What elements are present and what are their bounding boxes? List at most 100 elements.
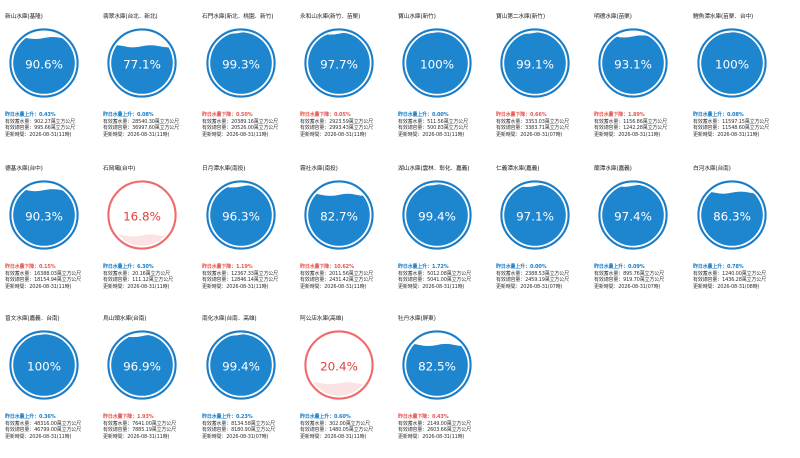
water-fill — [308, 382, 370, 396]
update-time: 更新時間：2026-08-31(08時) — [693, 283, 760, 290]
reservoir-name: 白河水庫(台南) — [693, 166, 731, 172]
percent-label: 82.5% — [418, 360, 456, 374]
reservoir-name: 明德水庫(苗栗) — [594, 14, 632, 20]
reservoir-info: 昨日水量上升：0.23% 有效蓄水量：8134.58萬立方公尺 有效總容量：8180… — [202, 414, 275, 440]
percent-label: 86.3% — [713, 210, 751, 224]
percent-label: 99.4% — [222, 360, 260, 374]
reservoir-name: 石門水庫(新北．桃園．新竹) — [202, 14, 274, 20]
effective-capacity: 有效總容量：46799.00萬立方公尺 — [5, 427, 82, 434]
percent-label: 99.1% — [516, 58, 554, 72]
effective-storage: 有效蓄水量：1240.00萬立方公尺 — [693, 270, 766, 277]
water-fill — [111, 335, 173, 396]
reservoir-card: 永和山水庫(新竹．苗栗) 97.7% 昨日水量下降：0.05% 有效蓄水量：2923.… — [295, 0, 393, 148]
water-fill — [111, 45, 173, 94]
effective-storage: 有效蓄水量：16388.03萬立方公尺 — [5, 270, 82, 277]
update-time: 更新時間：2026-08-31(11時) — [398, 283, 465, 290]
reservoir-card: 仁義潭水庫(嘉義) 97.1% 昨日水量上升：0.00% 有效蓄水量：2388.53萬… — [491, 152, 589, 300]
reservoir-info: 昨日水量下降：1.93% 有效蓄水量：7641.00萬立方公尺 有效總容量：7885… — [103, 414, 176, 440]
daily-change: 昨日水量上升：6.30% — [103, 264, 154, 270]
water-fill — [13, 36, 75, 94]
effective-capacity: 有效總容量：3383.71萬立方公尺 — [496, 125, 569, 132]
effective-storage: 有效蓄水量：28540.30萬立方公尺 — [103, 118, 180, 125]
reservoir-info: 昨日水量下降：0.43% 有效蓄水量：2149.00萬立方公尺 有效總容量：2603… — [398, 414, 471, 440]
effective-capacity: 有效總容量：111.12萬立方公尺 — [103, 277, 173, 284]
update-time: 更新時間：2026-08-31(11時) — [693, 131, 760, 138]
water-fill — [504, 184, 566, 246]
water-level-gauge: 100% — [402, 28, 472, 98]
reservoir-card: 翡翠水庫(台北．新北) 77.1% 昨日水量上升：0.08% 有效蓄水量：28540.… — [98, 0, 196, 148]
reservoir-info: 昨日水量下降：1.19% 有效蓄水量：12367.33萬立方公尺 有效總容量：128… — [202, 264, 278, 290]
effective-storage: 有效蓄水量：1156.86萬立方公尺 — [594, 118, 667, 125]
reservoir-card: 石岡壩(台中) 16.8% 昨日水量上升：6.30% 有效蓄水量：20.16萬立方公尺… — [98, 152, 196, 300]
effective-capacity: 有效總容量：500.83萬立方公尺 — [398, 125, 468, 132]
reservoir-name: 永和山水庫(新竹．苗栗) — [300, 14, 361, 20]
water-fill — [308, 32, 370, 94]
water-level-gauge: 99.1% — [500, 28, 570, 98]
reservoir-card: 日月潭水庫(南投) 96.3% 昨日水量下降：1.19% 有效蓄水量：12367.33… — [197, 152, 295, 300]
percent-label: 77.1% — [123, 58, 161, 72]
water-level-gauge: 99.3% — [206, 28, 276, 98]
effective-capacity: 有效總容量：2431.42萬立方公尺 — [300, 277, 373, 284]
water-level-gauge: 100% — [9, 330, 79, 400]
reservoir-info: 昨日水量下降：0.15% 有效蓄水量：16388.03萬立方公尺 有效總容量：181… — [5, 264, 81, 290]
reservoir-card: 白河水庫(台南) 86.3% 昨日水量上升：0.78% 有效蓄水量：1240.00萬立… — [688, 152, 786, 300]
reservoir-info: 昨日水量上升：0.00% 有效蓄水量：511.56萬立方公尺 有效總容量：500.8… — [398, 112, 468, 138]
daily-change: 昨日水量下降：0.05% — [300, 112, 351, 118]
update-time: 更新時間：2026-08-31(11時) — [202, 283, 269, 290]
water-fill — [13, 334, 75, 396]
water-fill — [111, 234, 173, 246]
effective-capacity: 有效總容量：2459.19萬立方公尺 — [496, 277, 569, 284]
reservoir-info: 昨日水量上升：0.08% 有效蓄水量：11597.15萬立方公尺 有效總容量：115… — [693, 112, 769, 138]
percent-label: 97.1% — [516, 210, 554, 224]
effective-storage: 有效蓄水量：8134.58萬立方公尺 — [202, 420, 275, 427]
reservoir-card: 德基水庫(台中) 90.3% 昨日水量下降：0.15% 有效蓄水量：16388.03萬… — [0, 152, 98, 300]
water-fill — [602, 184, 664, 246]
daily-change: 昨日水量上升：0.08% — [103, 112, 154, 118]
reservoir-card: 阿公店水庫(高雄) 20.4% 昨日水量上升：0.60% 有效蓄水量：302.00萬立… — [295, 302, 393, 450]
effective-storage: 有效蓄水量：20389.16萬立方公尺 — [202, 118, 279, 125]
update-time: 更新時間：2026-08-31(07時) — [496, 283, 563, 290]
reservoir-info: 昨日水量下降：10.62% 有效蓄水量：2011.56萬立方公尺 有效總容量：243… — [300, 264, 373, 290]
reservoir-card: 霧社水庫(南投) 82.7% 昨日水量下降：10.62% 有效蓄水量：2011.56萬… — [295, 152, 393, 300]
reservoir-card: 蘭潭水庫(嘉義) 97.4% 昨日水量上升：0.09% 有效蓄水量：895.76萬立方… — [589, 152, 687, 300]
reservoir-info: 昨日水量下降：0.66% 有效蓄水量：3353.03萬立方公尺 有效總容量：3383… — [496, 112, 569, 138]
reservoir-card: 烏山頭水庫(台南) 96.9% 昨日水量下降：1.93% 有效蓄水量：7641.00萬… — [98, 302, 196, 450]
update-time: 更新時間：2026-08-31(11時) — [202, 131, 269, 138]
update-time: 更新時間：2026-08-31(07時) — [496, 131, 563, 138]
daily-change: 昨日水量下降：0.50% — [202, 112, 253, 118]
water-level-gauge: 86.3% — [697, 180, 767, 250]
effective-capacity: 有效總容量：1480.05萬立方公尺 — [300, 427, 373, 434]
reservoir-name: 石岡壩(台中) — [103, 166, 136, 172]
daily-change: 昨日水量下降：0.15% — [5, 264, 56, 270]
update-time: 更新時間：2026-08-31(11時) — [300, 131, 367, 138]
percent-label: 100% — [420, 58, 454, 72]
daily-change: 昨日水量上升：1.72% — [398, 264, 449, 270]
effective-storage: 有效蓄水量：11597.15萬立方公尺 — [693, 118, 770, 125]
daily-change: 昨日水量上升：0.78% — [693, 264, 744, 270]
effective-storage: 有效蓄水量：48316.00萬立方公尺 — [5, 420, 82, 427]
update-time: 更新時間：2026-08-31(11時) — [5, 131, 72, 138]
reservoir-name: 新山水庫(基隆) — [5, 14, 43, 20]
water-level-gauge: 77.1% — [107, 28, 177, 98]
effective-capacity: 有效總容量：11548.60萬立方公尺 — [693, 125, 770, 132]
reservoir-info: 昨日水量上升：0.36% 有效蓄水量：48316.00萬立方公尺 有效總容量：467… — [5, 414, 81, 440]
reservoir-info: 昨日水量上升：0.43% 有效蓄水量：902.27萬立方公尺 有效總容量：995.6… — [5, 112, 75, 138]
reservoir-info: 昨日水量下降：0.05% 有效蓄水量：2923.59萬立方公尺 有效總容量：2993… — [300, 112, 373, 138]
daily-change: 昨日水量下降：1.93% — [103, 414, 154, 420]
update-time: 更新時間：2026-08-31(07時) — [202, 433, 269, 440]
daily-change: 昨日水量上升：0.00% — [496, 264, 547, 270]
effective-capacity: 有效總容量：18154.94萬立方公尺 — [5, 277, 82, 284]
daily-change: 昨日水量上升：0.36% — [5, 414, 56, 420]
effective-storage: 有效蓄水量：2149.00萬立方公尺 — [398, 420, 471, 427]
water-level-gauge: 96.3% — [206, 180, 276, 250]
effective-capacity: 有效總容量：5041.00萬立方公尺 — [398, 277, 471, 284]
effective-storage: 有效蓄水量：895.76萬立方公尺 — [594, 270, 664, 277]
effective-capacity: 有效總容量：20526.00萬立方公尺 — [202, 125, 279, 132]
percent-label: 20.4% — [320, 360, 358, 374]
water-fill — [504, 32, 566, 94]
reservoir-name: 寶山第二水庫(新竹) — [496, 14, 545, 20]
update-time: 更新時間：2026-08-31(11時) — [300, 433, 367, 440]
water-level-gauge: 93.1% — [598, 28, 668, 98]
update-time: 更新時間：2026-08-31(11時) — [300, 283, 367, 290]
